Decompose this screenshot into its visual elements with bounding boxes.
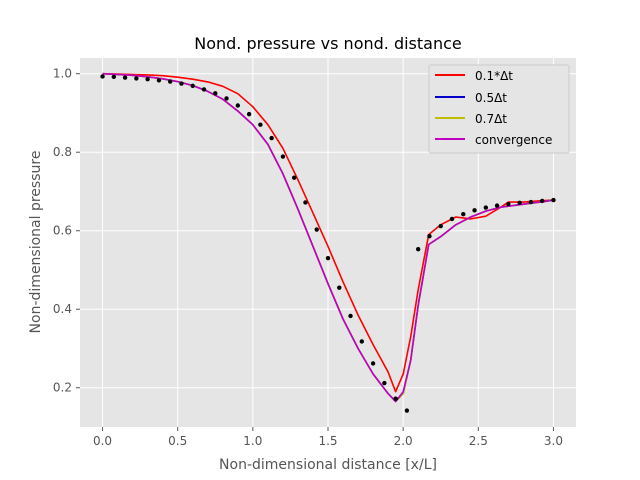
data-point [438,223,443,229]
data-point [415,246,421,252]
data-point [325,256,331,261]
series-lines [102,72,554,403]
data-point [404,408,410,413]
data-point [472,208,477,213]
data-point [280,154,286,159]
data-point [122,75,128,80]
legend: 0.1*Δt 0.5Δt 0.7Δt convergence [428,64,570,154]
data-point [551,197,556,203]
data-point [314,227,319,232]
y-tick-label: 0.8 [53,145,72,159]
x-tick-label: 1.0 [243,434,262,448]
ticks: 0.0 0.5 1.0 1.5 2.0 2.5 3.0 0.2 0.4 0.6 0.8 1.0 [53,67,563,448]
data-point [167,79,173,84]
data-point [213,91,218,96]
y-tick-label: 0.6 [53,224,72,238]
data-point [461,212,466,217]
data-point [201,87,207,92]
legend-label-0.7dt: 0.7Δt [475,112,507,126]
data-point [269,135,274,141]
data-point [494,203,500,208]
x-tick-label: 2.5 [469,434,488,448]
data-point [539,198,545,204]
data-point [111,74,117,80]
legend-label-0.5dt: 0.5Δt [475,91,507,105]
data-point [506,201,511,207]
data-point [134,76,139,81]
y-tick-label: 1.0 [53,67,72,81]
data-point [483,205,489,210]
legend-label-0.1dt: 0.1*Δt [475,69,513,83]
data-point [179,81,184,86]
data-point [393,396,398,401]
data-point [449,216,455,222]
data-point [190,83,195,89]
x-axis-label: Non-dimensional distance [x/L] [219,457,437,473]
data-point [291,175,297,180]
x-tick-label: 3.0 [544,434,563,448]
x-tick-label: 0.0 [93,434,112,448]
data-point [145,76,150,82]
series-line-0 [102,72,554,393]
data-point [156,78,162,83]
y-tick-label: 0.2 [53,381,72,395]
data-point [224,96,229,101]
data-point [427,234,432,239]
series-line-3 [102,72,554,403]
legend-label-convergence: convergence [475,133,552,147]
data-point [348,313,353,319]
data-point [100,74,105,79]
x-tick-label: 1.5 [318,434,337,448]
data-point [382,380,387,386]
data-point [517,200,522,206]
data-point [258,122,263,127]
data-point [246,111,252,117]
x-tick-label: 0.5 [168,434,187,448]
x-tick-label: 2.0 [394,434,413,448]
y-axis-label: Non-dimensional pressure [28,151,44,334]
chart-title: Nond. pressure vs nond. distance [194,34,462,53]
data-point [235,103,241,108]
data-point [359,339,365,344]
y-tick-label: 0.4 [53,302,72,316]
scatter-points [100,74,556,413]
data-point [528,199,534,205]
data-point [370,361,376,366]
data-point [337,285,342,290]
legend-box [428,64,570,154]
data-point [303,200,308,205]
